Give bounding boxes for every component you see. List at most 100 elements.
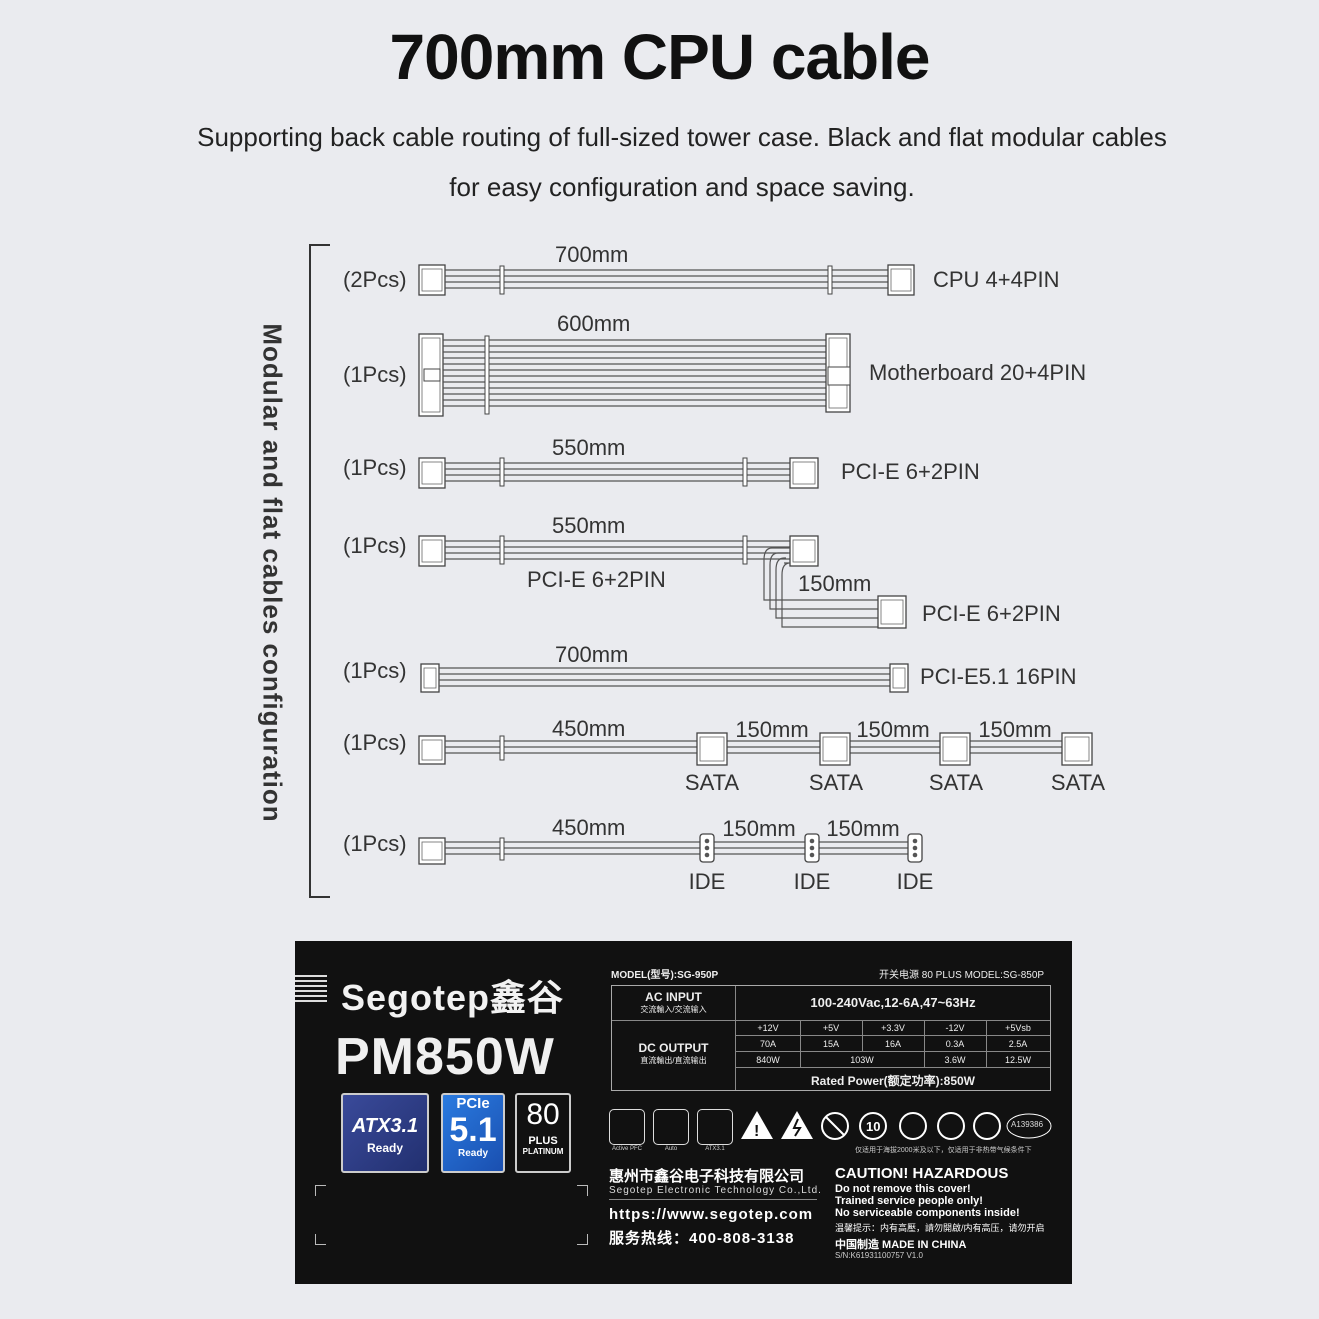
atx-badge-sub: Ready xyxy=(366,1141,404,1155)
model-line: MODEL(型号):SG-950P xyxy=(611,970,719,981)
pcie-connector-left-inner xyxy=(421,461,443,485)
ide-label: IDE xyxy=(897,869,934,894)
pcie-connector-right-inner xyxy=(792,539,816,563)
cable-sub-name: PCI-E 6+2PIN xyxy=(922,601,1061,626)
website-url: https://www.segotep.com xyxy=(609,1206,814,1223)
no-disassemble-icon xyxy=(821,1112,849,1140)
sata-connector-inner xyxy=(822,736,848,762)
sata-connector xyxy=(819,732,851,766)
cpu-connector-right xyxy=(887,264,915,296)
warning-line: Trained service people only! xyxy=(835,1195,983,1207)
cable-diagram: (2Pcs) 700mm CPU 4+4PIN (1Pcs) 600mm Motherbo… xyxy=(309,242,1106,898)
cable-sub-length: 150mm xyxy=(798,571,871,596)
active-pfc-icon: Active PFC xyxy=(609,1109,645,1152)
spec-table: AC INPUT 交流輸入/交流输入 100-240Vac,12-6A,47~6… xyxy=(611,985,1051,1091)
cable-length: 700mm xyxy=(555,242,628,267)
cable-qty: (1Pcs) xyxy=(343,730,407,755)
sata-connector xyxy=(696,732,728,766)
pcie-badge-version: 5.1 xyxy=(449,1111,497,1149)
recycle-10-icon xyxy=(859,1112,887,1140)
hotline: 服务热线：400-808-3138 xyxy=(609,1230,795,1247)
divider xyxy=(609,1199,817,1200)
page-subtitle: Supporting back cable routing of full-si… xyxy=(197,122,1167,202)
electric-hazard-icon xyxy=(781,1111,813,1139)
ide-pin xyxy=(704,845,710,851)
cable-sleeve xyxy=(499,735,505,761)
svg-text:10: 10 xyxy=(866,1119,880,1134)
ide-pin xyxy=(704,852,710,858)
dc-output-label: DC OUTPUT xyxy=(638,1041,709,1055)
amp-neg12v: 0.3A xyxy=(945,1039,965,1049)
ccc-icon xyxy=(899,1112,927,1140)
corner-mark xyxy=(577,1234,588,1245)
cable-sleeve xyxy=(742,535,748,565)
ide-pin xyxy=(912,845,918,851)
model-line-right: 开关电源 80 PLUS MODEL:SG-850P xyxy=(879,970,1045,981)
serial-number: S/N:K61931100757 V1.0 xyxy=(835,1251,923,1260)
pcie-connector-daisy-inner xyxy=(880,599,904,625)
cable-length: 450mm xyxy=(552,815,625,840)
cable-name: PCI-E 6+2PIN xyxy=(841,459,980,484)
rail-33v: +3.3V xyxy=(881,1023,905,1033)
page-title: 700mm CPU cable xyxy=(389,21,931,93)
pcie-connector-left-inner xyxy=(421,539,443,563)
segment-length: 150mm xyxy=(826,816,899,841)
made-in: 中国制造 MADE IN CHINA xyxy=(835,1239,967,1251)
segment-length: 150mm xyxy=(735,717,808,742)
pcie-badge: PCIe 5.1 Ready xyxy=(441,1093,505,1173)
sata-label: SATA xyxy=(1051,770,1106,795)
watt-neg12v: 3.6W xyxy=(944,1055,966,1065)
cable-qty: (1Pcs) xyxy=(343,658,407,683)
16pin-connector-right xyxy=(889,663,909,693)
segment-length: 150mm xyxy=(856,717,929,742)
dc-output-cn: 直流輸出/直流输出 xyxy=(640,1056,707,1065)
cable-length: 550mm xyxy=(552,435,625,460)
cable-name: PCI-E 6+2PIN xyxy=(527,567,666,592)
mb-latch xyxy=(423,368,441,382)
cable-qty: (1Pcs) xyxy=(343,362,407,387)
sata-connector-inner xyxy=(942,736,968,762)
amp-12v: 70A xyxy=(759,1039,776,1049)
daisy-wire xyxy=(781,562,878,628)
ac-input-label: AC INPUT xyxy=(645,990,702,1004)
corner-mark xyxy=(577,1185,588,1196)
cable-name: Motherboard 20+4PIN xyxy=(869,360,1086,385)
cpu-connector-right-inner xyxy=(890,268,912,292)
atx-badge-title: ATX3.1 xyxy=(351,1115,419,1137)
cable-sleeve xyxy=(827,265,833,295)
ide-pin xyxy=(704,838,710,844)
cert-label: ATX3.1 xyxy=(705,1146,725,1152)
sata-connector xyxy=(1061,732,1093,766)
cert-label: Active PFC xyxy=(611,1146,642,1152)
segment-length: 150mm xyxy=(722,816,795,841)
cable-length: 700mm xyxy=(555,642,628,667)
sata-connector-inner xyxy=(699,736,725,762)
cable-length: 550mm xyxy=(552,513,625,538)
cert-id-icon xyxy=(1006,1113,1052,1139)
cable-qty: (1Pcs) xyxy=(343,455,407,480)
rail-5vsb: +5Vsb xyxy=(1005,1023,1031,1033)
pcie-connector-right-inner xyxy=(792,461,816,485)
cable-length: 450mm xyxy=(552,716,625,741)
cable-qty: (1Pcs) xyxy=(343,831,407,856)
watt-5vsb: 12.5W xyxy=(1004,1055,1031,1065)
sata-connector xyxy=(939,732,971,766)
ide-pin xyxy=(912,838,918,844)
16pin-connector-right-inner xyxy=(892,667,906,689)
sata-input-connector xyxy=(418,735,446,765)
pcie-connector-left xyxy=(418,457,446,489)
psu-model: PM850W xyxy=(335,1028,555,1086)
pcie-connector-right xyxy=(789,535,819,567)
pcie-badge-title: PCIe xyxy=(456,1095,490,1112)
rail-12v: +12V xyxy=(757,1023,779,1033)
80plus-grade: PLATINUM xyxy=(522,1147,564,1156)
rail-neg12v: -12V xyxy=(945,1023,965,1033)
caution-title: CAUTION! HAZARDOUS xyxy=(835,1165,1009,1182)
pcie-badge-sub: Ready xyxy=(457,1148,488,1159)
rated-power: Rated Power(额定功率):850W xyxy=(810,1074,976,1088)
cable-sleeve xyxy=(499,457,505,487)
cable-name: PCI-E5.1 16PIN xyxy=(920,664,1077,689)
ide-label: IDE xyxy=(794,869,831,894)
corner-mark xyxy=(315,1234,326,1245)
ide-pin xyxy=(809,838,815,844)
